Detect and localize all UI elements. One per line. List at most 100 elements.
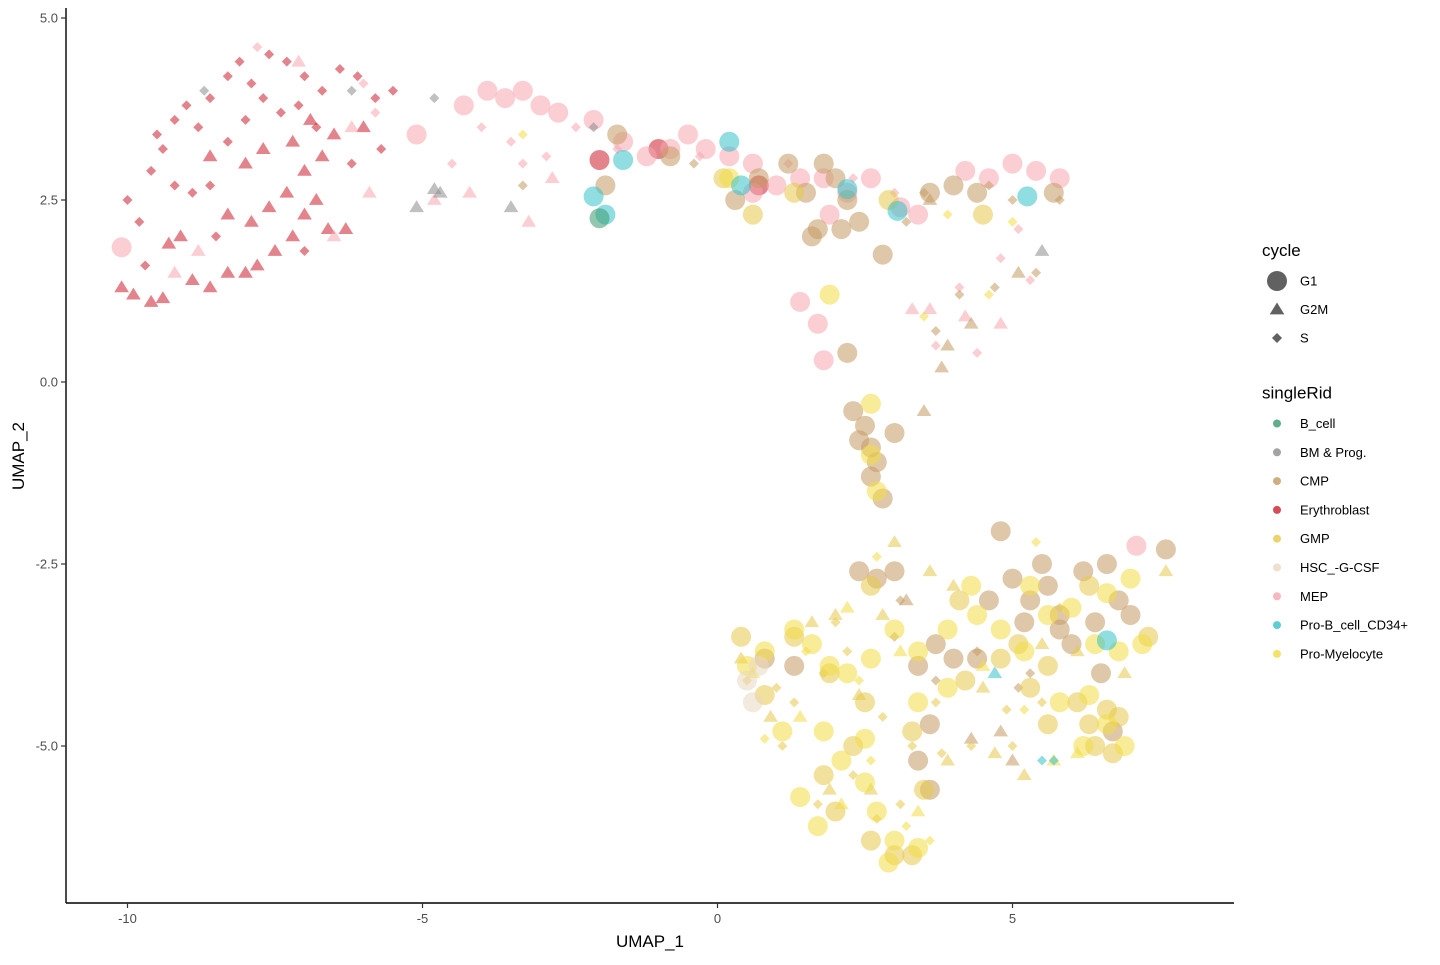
data-point [244, 214, 259, 227]
y-tick-label: 0.0 [40, 375, 58, 390]
data-point [476, 122, 487, 133]
data-point [961, 575, 982, 596]
data-point [908, 641, 929, 662]
data-point [831, 750, 852, 771]
y-axis-title: UMAP_2 [9, 422, 28, 490]
data-point [146, 165, 157, 176]
data-point [875, 607, 891, 620]
data-point [830, 617, 841, 628]
data-point [930, 340, 941, 351]
data-point [925, 634, 946, 655]
data-point [317, 85, 328, 96]
data-point [1031, 267, 1042, 278]
data-point [1079, 714, 1100, 735]
legend-key-g1 [1267, 271, 1287, 291]
data-point [352, 71, 363, 82]
data-point [937, 619, 958, 640]
data-point [583, 109, 604, 130]
data-point [1017, 186, 1038, 207]
data-point [878, 852, 899, 873]
legend-label: CMP [1300, 474, 1329, 489]
data-point [719, 131, 740, 152]
data-point [252, 42, 263, 53]
data-point [432, 185, 448, 198]
data-point [222, 136, 233, 147]
data-point [895, 799, 906, 810]
data-point [907, 741, 918, 751]
data-point [297, 163, 312, 176]
data-point [848, 770, 859, 781]
data-point [1037, 575, 1058, 596]
data-point [860, 444, 881, 465]
data-point [169, 114, 180, 125]
data-point [161, 236, 177, 249]
data-point [1126, 535, 1147, 556]
data-point [872, 244, 893, 265]
data-point [804, 615, 820, 628]
data-point [919, 311, 929, 322]
data-point [636, 146, 657, 167]
data-point [940, 753, 955, 766]
data-point [967, 182, 988, 203]
data-point [240, 114, 251, 125]
data-point [346, 85, 357, 96]
data-point [220, 207, 236, 220]
data-point [837, 663, 858, 684]
data-point [742, 204, 763, 225]
data-point [748, 655, 769, 676]
data-point [989, 282, 1000, 293]
data-point [220, 265, 236, 278]
data-point [1158, 564, 1174, 577]
data-point [719, 146, 740, 167]
data-point [376, 144, 387, 155]
data-point [613, 150, 634, 170]
data-point [930, 675, 941, 686]
data-point [279, 185, 295, 198]
data-point [187, 187, 198, 198]
data-point [849, 211, 870, 232]
data-point [895, 595, 906, 606]
data-point [234, 56, 245, 67]
data-point [326, 127, 342, 140]
data-point [987, 746, 1003, 759]
data-point [731, 626, 752, 647]
legend-key-swatch [1273, 419, 1281, 428]
y-tick-label: -2.5 [36, 557, 58, 572]
data-point [919, 182, 940, 203]
series-gmp [713, 168, 1174, 866]
data-point [855, 728, 875, 749]
data-point [222, 71, 233, 82]
data-point [688, 158, 699, 169]
series-bm-prog [199, 85, 1050, 256]
data-point [281, 56, 292, 67]
data-point [910, 804, 926, 817]
data-point [866, 801, 887, 822]
data-point [409, 200, 424, 213]
data-point [205, 93, 216, 104]
data-point [860, 168, 881, 189]
data-point [884, 830, 905, 851]
data-point [299, 245, 310, 256]
series-mep [111, 42, 1147, 556]
legend-key-swatch [1273, 534, 1281, 543]
data-point [837, 179, 858, 200]
data-point [334, 63, 345, 74]
data-point [995, 253, 1006, 264]
data-point [326, 229, 342, 242]
legend-label: BM & Prog. [1300, 445, 1366, 460]
data-point [919, 187, 929, 198]
data-point [126, 287, 141, 300]
data-point [759, 733, 770, 744]
data-point [255, 142, 271, 154]
data-point [311, 122, 322, 133]
points-layer [111, 42, 1176, 873]
data-point [777, 741, 788, 751]
legend-key-swatch [1273, 592, 1281, 601]
data-point [1019, 704, 1030, 715]
data-point [914, 779, 934, 800]
data-point [866, 481, 887, 502]
data-point [678, 124, 698, 145]
data-point [521, 214, 537, 227]
data-point [839, 600, 855, 613]
data-point [807, 816, 828, 837]
